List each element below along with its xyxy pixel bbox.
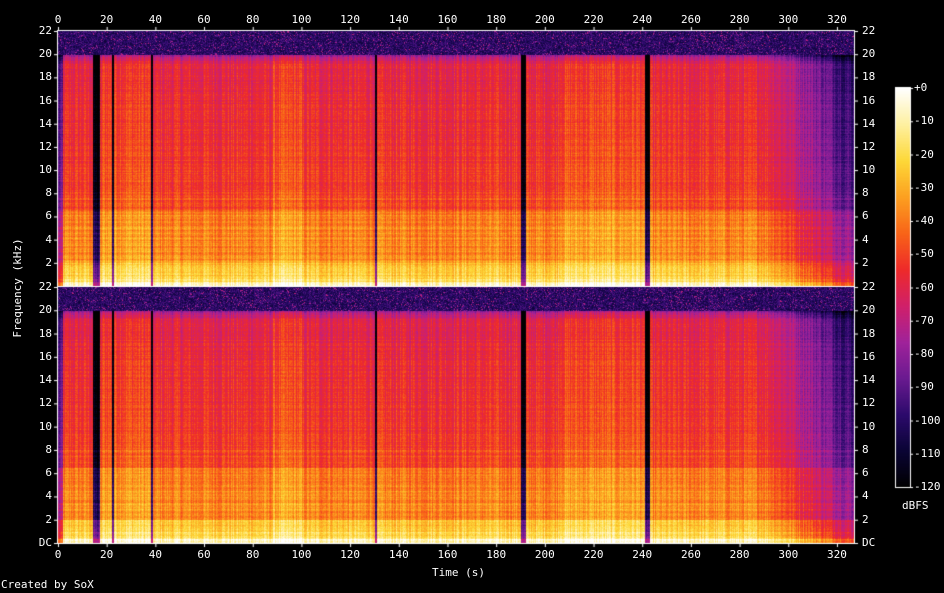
colorbar-tick-label: -30 [914,180,934,194]
y-tick-label-right: 12 [862,139,876,153]
colorbar-tick-label: -60 [914,280,934,294]
y-tick-label-right: 20 [862,303,876,317]
y-tick-label-left: 8 [45,442,52,456]
x-tick-label: 40 [148,548,162,561]
x-tick-label-top: 280 [729,13,750,26]
y-tick-label-right: 20 [862,47,876,61]
x-tick-label-top: 240 [632,13,653,26]
x-tick-label-top: 180 [486,13,507,26]
y-tick-label-left: 16 [38,349,52,363]
colorbar-tick-label: -80 [914,347,934,360]
x-tick-label: 160 [437,548,458,561]
x-tick-label: 200 [534,548,555,561]
x-tick-label: 280 [729,548,750,561]
x-tick-label-top: 160 [437,13,458,26]
y-axis-label: Frequency (kHz) [11,238,24,338]
colorbar-tick-label: +0 [914,81,928,94]
y-tick-label-left: 22 [38,280,52,293]
y-tick-label-left: 18 [38,70,52,84]
y-tick-label-right: 8 [862,442,869,456]
y-tick-label-left: 14 [38,373,52,387]
x-tick-label-top: 140 [388,13,409,26]
y-tick-label-right: 8 [862,186,869,200]
x-tick-label: 140 [388,548,409,561]
x-tick-label: 300 [778,548,799,561]
y-tick-label-left: 22 [38,24,52,37]
colorbar-tick-label: -90 [914,380,934,394]
colorbar-tick-label: -110 [914,446,941,460]
x-tick-label: 120 [340,548,361,561]
y-tick-label-left: DC [38,536,52,549]
y-tick-label-right: 18 [862,70,876,84]
x-tick-label: 20 [100,548,114,561]
colorbar-tick-label: -70 [914,313,934,327]
colorbar-tick-label: -20 [914,147,934,161]
y-tick-label-left: 4 [45,232,52,246]
y-tick-label-left: 6 [45,466,52,480]
y-tick-label-right: 22 [862,280,876,293]
colorbar-tick-label: -100 [914,413,941,427]
y-tick-label-left: 10 [38,419,52,433]
x-tick-label-top: 60 [197,13,211,26]
y-tick-label-right: 22 [862,24,876,37]
colorbar-tick-label: -50 [914,247,934,261]
y-tick-label-left: 18 [38,326,52,340]
y-tick-label-left: 6 [45,209,52,223]
colorbar-tick-label: -10 [914,114,934,128]
x-tick-label-top: 220 [583,13,604,26]
x-tick-label: 100 [291,548,312,561]
y-tick-label-right: 6 [862,209,869,223]
y-tick-label-left: 14 [38,116,52,130]
y-tick-label-right: 2 [862,512,869,526]
y-tick-label-left: 16 [38,93,52,107]
y-tick-label-left: 20 [38,303,52,317]
x-tick-label: 180 [486,548,507,561]
x-tick-label-top: 100 [291,13,312,26]
y-tick-label-right: 18 [862,326,876,340]
y-tick-label-right: 10 [862,419,876,433]
y-tick-label-left: 2 [45,255,52,269]
x-tick-label: 0 [54,548,62,561]
x-tick-label-top: 20 [100,13,114,26]
colorbar-label: dBFS [902,499,929,512]
x-axis-label: Time (s) [432,566,485,579]
y-tick-label-right: DC [862,536,876,549]
y-tick-label-right: 16 [862,93,876,107]
x-tick-label: 220 [583,548,604,561]
y-tick-label-right: 10 [862,163,876,177]
y-tick-label-left: 12 [38,396,52,410]
y-tick-label-right: 14 [862,373,876,387]
x-tick-label-top: 40 [148,13,162,26]
y-tick-label-right: 14 [862,116,876,130]
x-tick-label: 60 [197,548,211,561]
y-tick-label-left: 20 [38,47,52,61]
x-tick-label: 320 [827,548,847,561]
y-tick-label-left: 10 [38,163,52,177]
x-tick-label: 260 [680,548,701,561]
x-tick-label: 240 [632,548,653,561]
y-tick-label-left: 12 [38,139,52,153]
x-tick-label-top: 0 [54,13,62,26]
x-tick-label-top: 120 [340,13,361,26]
colorbar-tick-label: -40 [914,214,934,227]
y-tick-label-right: 16 [862,349,876,363]
x-tick-label-top: 320 [827,13,847,26]
x-tick-label-top: 80 [246,13,260,26]
y-tick-label-left: 8 [45,186,52,200]
y-tick-label-left: 2 [45,512,52,526]
y-tick-label-right: 4 [862,232,869,246]
y-tick-label-left: 4 [45,489,52,503]
y-tick-label-right: 4 [862,489,869,503]
footer-credit: Created by SoX [1,578,94,591]
y-tick-label-right: 12 [862,396,876,410]
x-tick-label: 80 [246,548,260,561]
y-tick-label-right: 6 [862,466,869,480]
y-tick-label-right: 2 [862,255,869,269]
x-tick-label-top: 260 [680,13,701,26]
colorbar-tick-label: -120 [914,480,941,493]
x-tick-label-top: 200 [534,13,555,26]
x-tick-label-top: 300 [778,13,799,26]
